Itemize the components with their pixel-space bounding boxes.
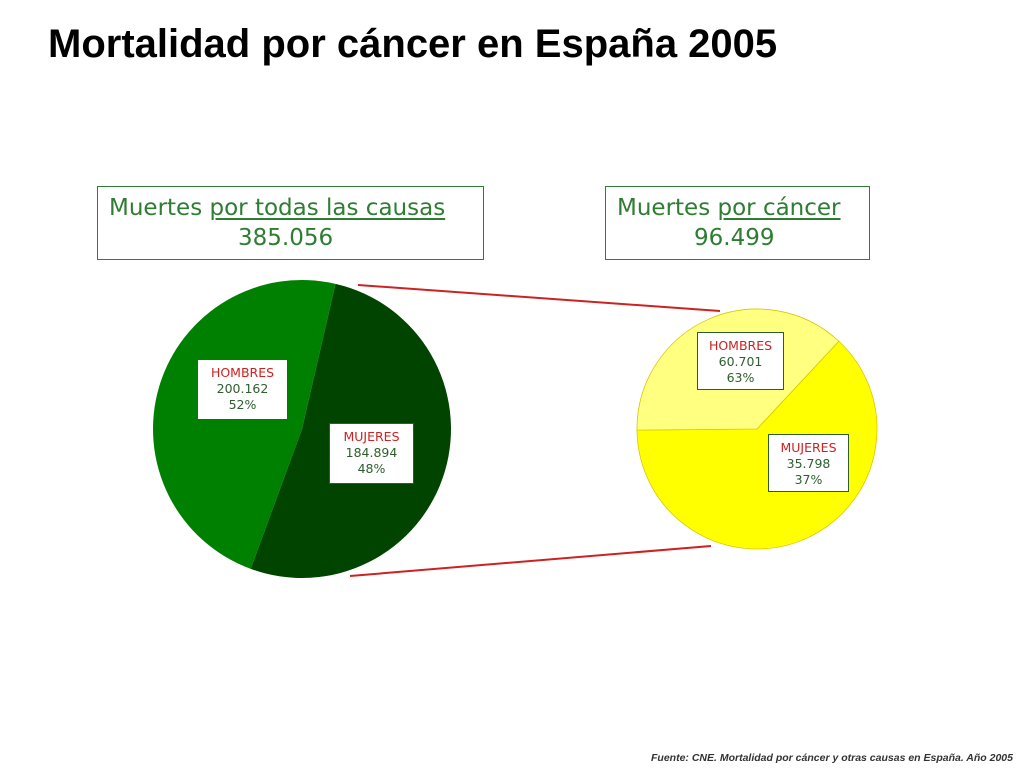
all-causes-men-label: HOMBRES 200.162 52% [197,359,288,420]
all-causes-women-label: MUJERES 184.894 48% [329,423,414,484]
cancer-header-underlined: por cáncer [717,195,841,221]
cancer-men-percent: 63% [726,370,755,385]
all-causes-men-name: HOMBRES [210,365,275,380]
connector-line-bottom [349,545,712,577]
all-causes-men-percent: 52% [228,397,257,412]
all-causes-header-title: Muertes por todas las causas [109,195,445,221]
cancer-women-name: MUJERES [780,440,837,455]
all-causes-women-name: MUJERES [343,429,400,444]
all-causes-header-underlined: por todas las causas [209,195,446,221]
cancer-header-prefix: Muertes [617,195,718,221]
connector-line-top [357,284,721,312]
cancer-women-value: 35.798 [786,456,831,471]
all-causes-men-value: 200.162 [216,381,269,396]
all-causes-women-percent: 48% [357,461,386,476]
cancer-header-title: Muertes por cáncer [617,195,841,221]
source-note: Fuente: CNE. Mortalidad por cáncer y otr… [651,752,1013,764]
all-causes-header-prefix: Muertes [109,195,210,221]
all-causes-total: 385.056 [238,225,334,251]
cancer-total: 96.499 [694,225,775,251]
all-causes-women-value: 184.894 [345,445,398,460]
page-title: Mortalidad por cáncer en España 2005 [48,22,778,66]
cancer-women-percent: 37% [794,472,823,487]
cancer-header-box: Muertes por cáncer 96.499 [605,186,870,260]
all-causes-women-slice [153,280,336,569]
cancer-men-value: 60.701 [718,354,763,369]
cancer-men-label: HOMBRES 60.701 63% [697,332,784,390]
cancer-men-name: HOMBRES [708,338,773,353]
cancer-women-label: MUJERES 35.798 37% [768,434,849,492]
cancer-men-slice [636,340,878,550]
all-causes-header-box: Muertes por todas las causas 385.056 [97,186,484,260]
